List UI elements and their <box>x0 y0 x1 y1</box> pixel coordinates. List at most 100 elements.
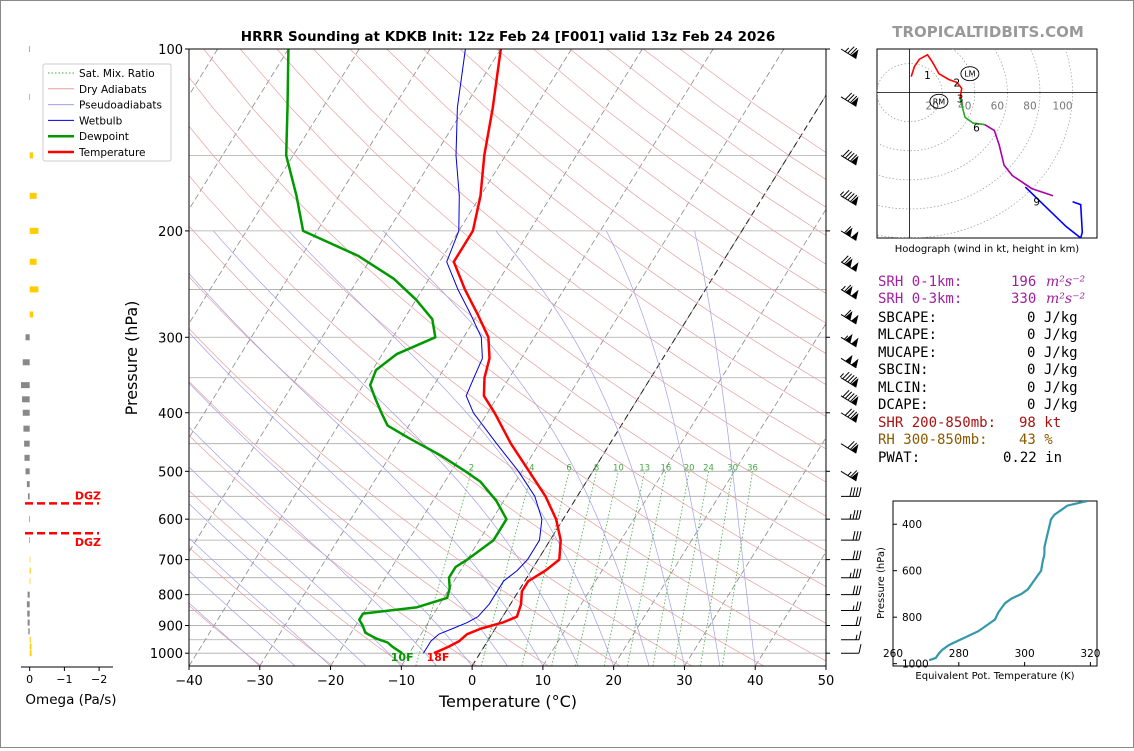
barb-half <box>844 47 850 52</box>
barb-staff <box>840 470 857 482</box>
y-tick-label: 200 <box>158 225 183 240</box>
omega-bar <box>29 537 30 544</box>
wind-barb <box>841 630 862 641</box>
hodograph-ring-label: 80 <box>1023 101 1036 113</box>
theta-e-x-tick-label: 260 <box>883 648 903 660</box>
omega-tick-label: −2 <box>91 673 107 686</box>
pseudoadiabat <box>189 466 402 666</box>
pseudoadiabat <box>189 503 367 666</box>
mixing-ratio-label: 2 <box>469 463 474 473</box>
barb-flag <box>851 155 859 165</box>
x-tick-label: −10 <box>388 674 415 689</box>
dry-adiabat <box>239 49 826 517</box>
theta-e-plot <box>928 501 1088 662</box>
pseudoadiabat <box>605 230 721 666</box>
mucape-label: MUCAPE: <box>878 345 938 361</box>
wind-barb <box>840 149 859 166</box>
sbcape-label: SBCAPE: <box>878 310 938 326</box>
freezing-isotherm <box>471 94 826 666</box>
storm-motion-label: LM <box>964 70 975 79</box>
mlcin-value: 0 J/kg <box>1027 380 1078 396</box>
barb-full <box>844 408 853 416</box>
sbcin-value: 0 J/kg <box>1027 362 1078 378</box>
omega-bar <box>21 382 30 389</box>
mixing-ratio-label: 36 <box>747 463 758 473</box>
barb-full <box>842 371 850 380</box>
wind-barb <box>840 440 859 454</box>
barb-full <box>858 550 862 560</box>
barb-full <box>849 411 858 419</box>
legend: Sat. Mix. Ratio Dry Adiabats Pseudoadiabat… <box>42 63 172 162</box>
barb-full <box>842 149 850 157</box>
mixing-ratio-label: 10 <box>613 463 624 473</box>
wind-barbs <box>839 46 862 654</box>
barb-full <box>844 151 853 159</box>
dgz-label: DGZ <box>75 489 101 502</box>
isotherm <box>189 49 289 211</box>
omega-bar <box>29 286 39 293</box>
hodograph-trace <box>984 123 1054 197</box>
x-tick-label: 0 <box>468 674 476 689</box>
wind-barb <box>840 255 859 272</box>
barb-staff <box>840 443 857 454</box>
isotherm <box>189 49 360 325</box>
omega-bar <box>29 650 32 657</box>
barb-flag <box>845 286 853 296</box>
theta-e-ylabel: Pressure (hPa) <box>876 547 887 619</box>
isotherm <box>613 322 826 666</box>
isotherm <box>189 49 502 553</box>
x-tick-label: 50 <box>818 674 835 689</box>
theta-e-xlabel: Equivalent Pot. Temperature (K) <box>915 671 1074 682</box>
x-tick-label: −20 <box>317 674 344 689</box>
legend-label: Sat. Mix. Ratio <box>79 68 155 80</box>
omega-bar <box>22 359 30 366</box>
barb-full <box>855 531 859 541</box>
legend-label: Dewpoint <box>79 131 129 143</box>
barb-half <box>839 373 845 378</box>
storm-motion-marker <box>960 66 980 82</box>
y-tick-label: 500 <box>158 465 183 480</box>
hodograph-title: Hodograph (wind in kt, height in km) <box>895 244 1080 255</box>
barb-staff <box>840 357 857 369</box>
theta-e-y-tick-label: 600 <box>902 566 922 578</box>
pseudoadiabat <box>189 426 437 666</box>
barb-staff <box>840 48 857 59</box>
omega-bar <box>28 628 30 635</box>
barb-full <box>852 585 856 595</box>
barb-full <box>858 531 862 541</box>
omega-bar <box>29 258 37 265</box>
theta-e-frame <box>892 500 1098 667</box>
hodograph-frame <box>876 48 1098 239</box>
mixing-ratio-line <box>627 471 667 666</box>
pseudoadiabat <box>189 537 331 666</box>
sbcape-value: 0 J/kg <box>1027 310 1078 326</box>
isotherm <box>400 49 785 666</box>
wind-barb <box>841 585 862 596</box>
barb-flag <box>845 354 853 365</box>
pseudoadiabat <box>495 230 685 666</box>
dry-adiabat <box>189 380 549 666</box>
barb-flag <box>845 227 853 237</box>
barb-half <box>847 471 852 476</box>
barb-full <box>844 391 853 399</box>
barb-full <box>855 487 859 497</box>
wetbulb-line <box>422 49 543 654</box>
temperature-line <box>433 49 562 655</box>
barb-flag <box>851 337 859 347</box>
mlcape-value: 0 J/kg <box>1027 327 1078 343</box>
barb-full <box>858 510 862 520</box>
wind-barb <box>840 333 859 348</box>
chart-title: HRRR Sounding at KDKB Init: 12z Feb 24 [… <box>241 29 775 45</box>
omega-bar <box>29 567 31 574</box>
storm-motion-label: RM <box>933 97 946 106</box>
mixing-ratio-line <box>575 471 619 666</box>
skewt-xlabel: Temperature (°C) <box>438 692 577 711</box>
y-tick-label: 1000 <box>150 647 183 662</box>
mixing-ratio-line <box>652 471 690 666</box>
theta-e-panel: 260 280 300 320 400 600 800 1000 <box>883 500 1100 671</box>
omega-bar <box>29 192 37 199</box>
dcape-label: DCAPE: <box>878 397 929 413</box>
barb-flag <box>851 413 859 423</box>
barb-full <box>847 94 855 102</box>
dcape-value: 0 J/kg <box>1027 397 1078 413</box>
